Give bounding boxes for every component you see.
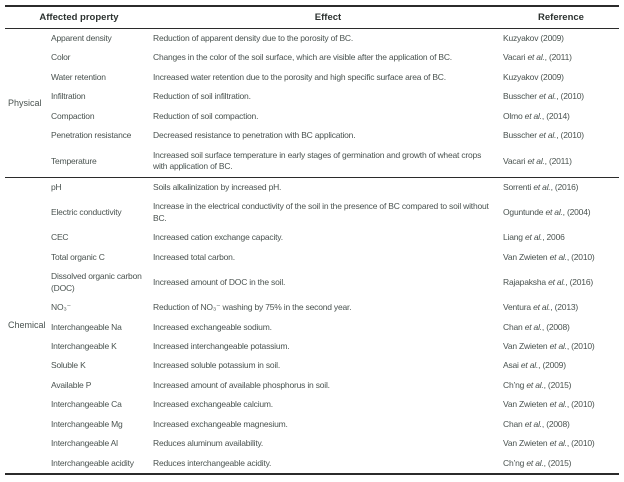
reference-cell: Vacari et al., (2011) bbox=[503, 155, 572, 166]
effect-cell: Reduces interchangeable acidity. bbox=[153, 457, 272, 468]
effect-cell: Increased water retention due to the por… bbox=[153, 71, 446, 82]
effect-cell: Increased exchangeable sodium. bbox=[153, 321, 272, 332]
table-row: Color Changes in the color of the soil su… bbox=[5, 48, 619, 67]
table-header: Affected property Effect Reference bbox=[5, 6, 619, 29]
effect-cell: Increased interchangeable potassium. bbox=[153, 340, 290, 351]
reference-cell: Kuzyakov (2009) bbox=[503, 33, 564, 43]
col-header-reference: Reference bbox=[503, 6, 619, 29]
table-row: Chemical pH Soils alkalinization by increa… bbox=[5, 176, 619, 475]
property-cell: Interchangeable Na bbox=[51, 321, 122, 332]
property-cell: Interchangeable Mg bbox=[51, 418, 123, 429]
effect-cell: Reduction of soil infiltration. bbox=[153, 91, 251, 102]
effect-cell: Decreased resistance to penetration with… bbox=[153, 130, 356, 141]
effect-cell: Increased amount of available phosphorus… bbox=[153, 379, 330, 390]
effect-cell: Increase in the electrical conductivity … bbox=[153, 201, 489, 223]
effect-cell: Increased amount of DOC in the soil. bbox=[153, 276, 286, 287]
property-cell: Interchangeable K bbox=[51, 340, 117, 351]
reference-cell: Asai et al., (2009) bbox=[503, 360, 566, 371]
table-row: Water retention Increased water retention… bbox=[5, 68, 619, 87]
table-row: Interchangeable Na Increased exchangeable… bbox=[5, 318, 619, 337]
property-cell: Apparent density bbox=[51, 33, 112, 43]
reference-cell: Sorrenti et al., (2016) bbox=[503, 176, 619, 198]
table-row: Dissolved organic carbon (DOC) Increased … bbox=[5, 267, 619, 298]
property-cell: Interchangeable Al bbox=[51, 438, 118, 449]
table-row: Interchangeable acidity Reduces interchan… bbox=[5, 454, 619, 474]
table-row: Interchangeable K Increased interchangeab… bbox=[5, 337, 619, 356]
table-row: Electric conductivity Increase in the ele… bbox=[5, 197, 619, 228]
table-row: Infiltration Reduction of soil infiltrati… bbox=[5, 87, 619, 106]
property-cell: Total organic C bbox=[51, 251, 105, 262]
reference-cell: Van Zwieten et al., (2010) bbox=[503, 340, 595, 351]
effect-cell: Reduction of NO₃⁻ washing by 75% in the … bbox=[153, 302, 352, 313]
reference-cell: Vacari et al., (2011) bbox=[503, 52, 572, 63]
reference-cell: Olmo et al., (2014) bbox=[503, 110, 570, 121]
table-row: Compaction Reduction of soil compaction. O… bbox=[5, 107, 619, 126]
affected-properties-table: Affected property Effect Reference Physi… bbox=[5, 5, 619, 476]
effect-cell: Increased exchangeable magnesium. bbox=[153, 418, 288, 429]
table-row: Physical Apparent density Reduction of app… bbox=[5, 29, 619, 108]
reference-cell: Busscher et al., (2010) bbox=[503, 130, 584, 141]
property-cell: Interchangeable acidity bbox=[51, 457, 134, 468]
property-cell: Color bbox=[51, 52, 71, 63]
property-cell: Temperature bbox=[51, 155, 97, 166]
property-cell: Penetration resistance bbox=[51, 130, 132, 141]
property-cell: CEC bbox=[51, 232, 69, 243]
property-cell: Water retention bbox=[51, 71, 106, 82]
table-row: Interchangeable Mg Increased exchangeable… bbox=[5, 415, 619, 434]
property-cell: Interchangeable Ca bbox=[51, 399, 122, 410]
reference-cell: Rajapaksha et al., (2016) bbox=[503, 276, 593, 287]
effect-cell: Reduces aluminum availability. bbox=[153, 438, 264, 449]
header-row: Affected property Effect Reference bbox=[5, 6, 619, 29]
table-row: NO₃⁻ Reduction of NO₃⁻ washing by 75% in … bbox=[5, 298, 619, 317]
group-label: Physical bbox=[8, 97, 42, 108]
property-cell: NO₃⁻ bbox=[51, 302, 71, 313]
reference-cell: Van Zwieten et al., (2010) bbox=[503, 399, 595, 410]
reference-cell: Liang et al., 2006 bbox=[503, 232, 565, 243]
property-cell: pH bbox=[51, 176, 153, 198]
reference-cell: Ch’ng et al., (2015) bbox=[503, 379, 572, 390]
reference-cell: Busscher et al., (2010) bbox=[503, 91, 584, 102]
reference-cell: Kuzyakov (2009) bbox=[503, 71, 564, 82]
effect-cell: Increased soluble potassium in soil. bbox=[153, 360, 280, 371]
table-body: Physical Apparent density Reduction of app… bbox=[5, 29, 619, 475]
reference-cell: Van Zwieten et al., (2010) bbox=[503, 251, 595, 262]
table-row: Available P Increased amount of available… bbox=[5, 376, 619, 395]
effect-cell: Reduction of apparent density due to the… bbox=[153, 33, 354, 43]
table-row: Soluble K Increased soluble potassium in … bbox=[5, 356, 619, 375]
group-label: Chemical bbox=[5, 176, 51, 475]
table-row: Interchangeable Al Reduces aluminum avail… bbox=[5, 434, 619, 453]
effect-cell: Reduction of soil compaction. bbox=[153, 110, 259, 121]
reference-cell: Chan et al., (2008) bbox=[503, 418, 570, 429]
reference-cell: Oguntunde et al., (2004) bbox=[503, 206, 591, 217]
table-row: CEC Increased cation exchange capacity. Li… bbox=[5, 228, 619, 247]
reference-cell: Chan et al., (2008) bbox=[503, 321, 570, 332]
property-cell: Dissolved organic carbon (DOC) bbox=[51, 271, 142, 293]
property-cell: Soluble K bbox=[51, 360, 86, 371]
property-cell: Electric conductivity bbox=[51, 206, 122, 217]
property-cell: Infiltration bbox=[51, 91, 86, 102]
effect-cell: Changes in the color of the soil surface… bbox=[153, 52, 452, 63]
effect-cell: Increased cation exchange capacity. bbox=[153, 232, 283, 243]
reference-cell: Van Zwieten et al., (2010) bbox=[503, 438, 595, 449]
table-row: Temperature Increased soil surface temper… bbox=[5, 146, 619, 177]
effect-cell: Soils alkalinization by increased pH. bbox=[153, 176, 503, 198]
table-row: Penetration resistance Decreased resistan… bbox=[5, 126, 619, 145]
reference-cell: Ventura et al., (2013) bbox=[503, 302, 579, 313]
col-header-effect: Effect bbox=[153, 6, 503, 29]
table-row: Total organic C Increased total carbon. Va… bbox=[5, 248, 619, 267]
property-cell: Available P bbox=[51, 379, 92, 390]
reference-cell: Ch’ng et al., (2015) bbox=[503, 457, 572, 468]
effect-cell: Increased exchangeable calcium. bbox=[153, 399, 273, 410]
table-row: Interchangeable Ca Increased exchangeable… bbox=[5, 395, 619, 414]
effect-cell: Increased soil surface temperature in ea… bbox=[153, 149, 482, 172]
property-cell: Compaction bbox=[51, 110, 95, 121]
col-header-affected-property: Affected property bbox=[5, 6, 153, 29]
effect-cell: Increased total carbon. bbox=[153, 251, 235, 262]
